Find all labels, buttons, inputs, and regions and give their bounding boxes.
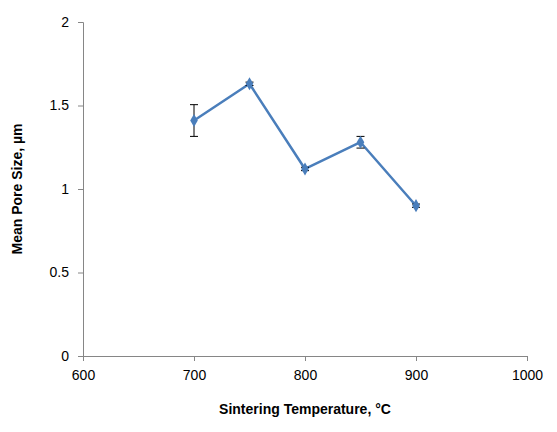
axis-line [78, 23, 84, 357]
tick-mark [78, 22, 83, 23]
tick-label: 0.5 [50, 264, 70, 280]
axis-line [84, 357, 528, 362]
data-point [412, 199, 420, 212]
tick: 700 [183, 356, 207, 383]
tick: 0.5 [50, 264, 83, 280]
y-axis: 0 0.5 1 1.5 2 [50, 14, 84, 364]
tick: 0 [61, 348, 83, 364]
tick-label: 1000 [512, 367, 543, 383]
tick-label: 1 [61, 181, 69, 197]
tick-mark [78, 273, 83, 274]
tick-mark [78, 106, 83, 107]
chart: 600 700 800 900 1000 0 0.5 1 1.5 2 Sintering Tempe… [0, 0, 557, 432]
tick: 2 [61, 14, 83, 30]
tick-label: 600 [72, 367, 96, 383]
x-axis: 600 700 800 900 1000 [72, 356, 543, 383]
tick-mark [305, 356, 306, 361]
tick: 600 [72, 356, 96, 383]
tick-mark [78, 189, 83, 190]
data-point [190, 114, 198, 127]
error-cap [190, 136, 198, 137]
error-cap [190, 104, 198, 105]
tick-mark [78, 356, 83, 357]
tick-mark [527, 356, 528, 361]
tick-label: 1.5 [50, 97, 70, 113]
tick-mark [194, 356, 195, 361]
tick-label: 2 [61, 14, 69, 30]
tick-mark [416, 356, 417, 361]
error-bar [190, 105, 198, 137]
y-axis-title: Mean Pore Size, µm [9, 124, 25, 255]
tick-label: 700 [183, 367, 207, 383]
marks [190, 77, 420, 212]
tick-label: 900 [405, 367, 429, 383]
tick: 1.5 [50, 97, 83, 113]
data-point [301, 162, 309, 175]
plot-area: 600 700 800 900 1000 0 0.5 1 1.5 2 [50, 14, 544, 383]
error-bar [357, 136, 365, 148]
x-axis-title: Sintering Temperature, °C [219, 401, 391, 417]
tick-label: 0 [61, 348, 69, 364]
data-point [246, 77, 254, 90]
data-line [194, 84, 416, 206]
tick: 900 [405, 356, 429, 383]
tick-label: 800 [294, 367, 318, 383]
tick: 1000 [512, 356, 543, 383]
data-point [357, 136, 365, 149]
tick: 1 [61, 181, 83, 197]
tick: 800 [294, 356, 318, 383]
